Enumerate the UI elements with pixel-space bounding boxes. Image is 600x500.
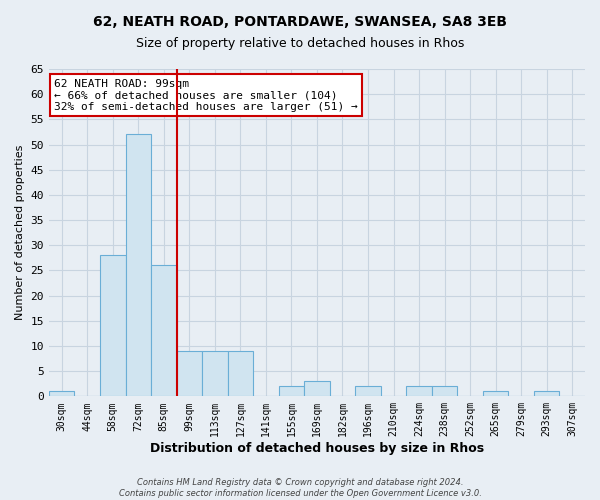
Bar	[125, 134, 151, 396]
Bar	[304, 381, 330, 396]
Bar	[483, 392, 508, 396]
Bar	[151, 266, 176, 396]
Bar	[355, 386, 381, 396]
Bar	[534, 392, 559, 396]
Bar	[100, 256, 125, 396]
Bar	[227, 351, 253, 397]
Text: 62, NEATH ROAD, PONTARDAWE, SWANSEA, SA8 3EB: 62, NEATH ROAD, PONTARDAWE, SWANSEA, SA8…	[93, 15, 507, 29]
Bar	[278, 386, 304, 396]
Bar	[406, 386, 432, 396]
Bar	[176, 351, 202, 397]
Bar	[49, 392, 74, 396]
Text: 62 NEATH ROAD: 99sqm
← 66% of detached houses are smaller (104)
32% of semi-deta: 62 NEATH ROAD: 99sqm ← 66% of detached h…	[54, 79, 358, 112]
Text: Contains HM Land Registry data © Crown copyright and database right 2024.
Contai: Contains HM Land Registry data © Crown c…	[119, 478, 481, 498]
Text: Size of property relative to detached houses in Rhos: Size of property relative to detached ho…	[136, 38, 464, 51]
Y-axis label: Number of detached properties: Number of detached properties	[15, 145, 25, 320]
Bar	[432, 386, 457, 396]
X-axis label: Distribution of detached houses by size in Rhos: Distribution of detached houses by size …	[150, 442, 484, 455]
Bar	[202, 351, 227, 397]
